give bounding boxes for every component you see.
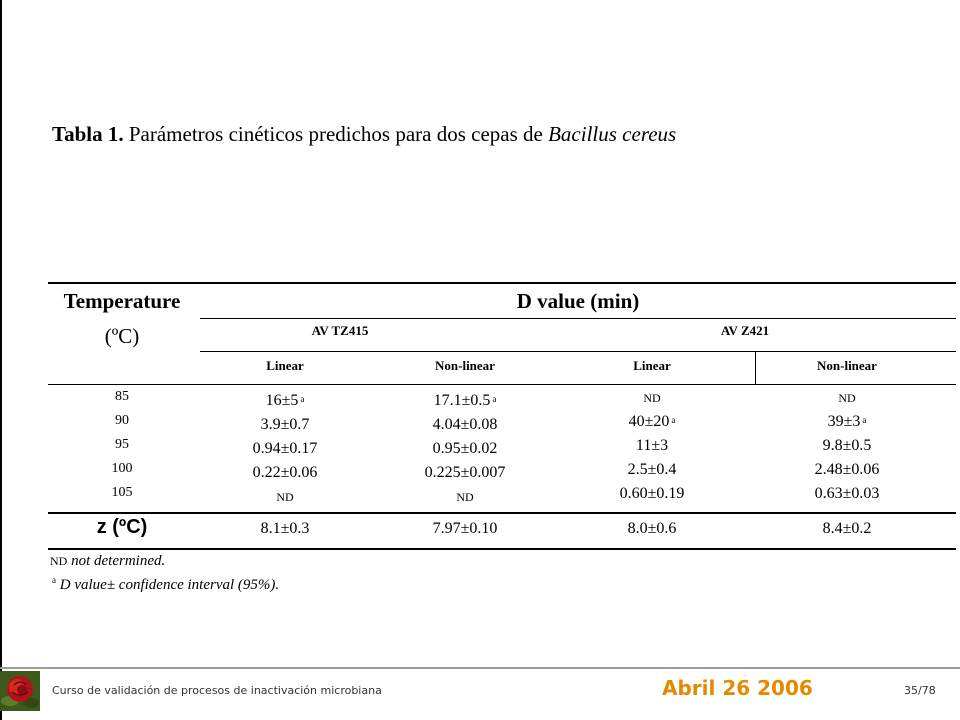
footer-divider — [0, 667, 960, 669]
temperature-header: Temperature — [63, 289, 181, 313]
method-header-rule — [200, 351, 956, 352]
data-cell: 11±3 — [635, 437, 669, 454]
method-header-nonlinear-2: Non-linear — [817, 358, 877, 373]
column-z421-nonlinear: ND 39±3 a 9.8±0.5 2.48±0.06 0.63±0.03 — [758, 389, 936, 509]
footer-date: Abril 26 2006 — [662, 676, 813, 700]
footnote-nd-text: not determined. — [67, 553, 166, 569]
column-z421-linear: ND 40±20 a 11±3 2.5±0.4 0.60±0.19 — [562, 389, 742, 509]
z-value-cell: 8.0±0.6 — [627, 520, 677, 537]
footnote-a-mark: a — [52, 575, 56, 585]
table-caption: Tabla 1. Parámetros cinéticos predichos … — [52, 122, 676, 147]
z-value-cell: 8.4±0.2 — [822, 520, 872, 537]
footnote-nd: ND not determined. — [50, 553, 165, 570]
header-bottom-rule — [48, 384, 956, 385]
z-value-label: z (ºC) — [96, 516, 148, 538]
footnote-a-text: D value± confidence interval (95%). — [56, 577, 280, 593]
data-cell: 0.95±0.02 — [432, 440, 498, 457]
footnote-a: a D value± confidence interval (95%). — [50, 575, 280, 594]
temperature-cell: 90 — [115, 413, 129, 428]
footnote-nd-abbr: ND — [50, 554, 68, 568]
data-cell: ND — [838, 391, 856, 405]
d-value-header: D value (min) — [516, 289, 640, 313]
body-bottom-rule — [48, 512, 956, 514]
strain-header-z421: AV Z421 — [720, 323, 770, 338]
method-header-linear-1: Linear — [266, 358, 304, 373]
z-value-cell: 7.97±0.10 — [432, 520, 498, 537]
caption-label: Tabla 1. — [52, 122, 124, 146]
data-cell: 0.22±0.06 — [252, 464, 318, 481]
method-column-divider — [755, 351, 756, 384]
data-cell: 0.225±0.007 — [424, 464, 506, 481]
temperature-cell: 85 — [115, 389, 129, 404]
data-cell: 9.8±0.5 — [822, 437, 872, 454]
data-cell: 2.48±0.06 — [814, 461, 880, 478]
method-header-linear-2: Linear — [633, 358, 671, 373]
slide-left-border — [0, 0, 2, 720]
column-tz415-nonlinear: 17.1±0.5 a 4.04±0.08 0.95±0.02 0.225±0.00… — [380, 392, 550, 512]
data-cell: 4.04±0.08 — [432, 416, 498, 433]
temperature-cell: 100 — [111, 461, 133, 476]
data-cell: ND — [643, 391, 661, 405]
method-header-nonlinear-1: Non-linear — [435, 358, 495, 373]
footer-course-title: Curso de validación de procesos de inact… — [52, 684, 382, 697]
z-value-cell: 8.1±0.3 — [260, 520, 310, 537]
temperature-column: 85 90 95 100 105 — [48, 389, 196, 509]
table-top-rule — [48, 282, 956, 284]
temperature-cell: 95 — [115, 437, 129, 452]
data-cell: 0.63±0.03 — [814, 485, 880, 502]
table-bottom-rule — [48, 548, 956, 550]
rose-logo-icon — [0, 671, 40, 711]
data-cell: 0.60±0.19 — [619, 485, 685, 502]
data-cell: 17.1±0.5 a — [433, 392, 497, 409]
strain-header-rule — [200, 318, 956, 319]
caption-text: Parámetros cinéticos predichos para dos … — [128, 122, 543, 146]
temperature-cell: 105 — [111, 485, 133, 500]
data-cell: 0.94±0.17 — [252, 440, 318, 457]
column-tz415-linear: 16±5 a 3.9±0.7 0.94±0.17 0.22±0.06 ND — [200, 392, 370, 512]
temperature-unit: (ºC) — [104, 324, 140, 348]
page-number: 35/78 — [904, 684, 936, 697]
data-cell: 16±5 a — [265, 392, 305, 409]
data-cell: 39±3 a — [827, 413, 867, 430]
strain-header-tz415: AV TZ415 — [311, 323, 369, 338]
data-cell: 2.5±0.4 — [627, 461, 677, 478]
caption-species: Bacillus cereus — [548, 122, 677, 146]
data-cell: 3.9±0.7 — [260, 416, 310, 433]
data-cell: ND — [456, 490, 474, 504]
data-cell: ND — [276, 490, 294, 504]
data-cell: 40±20 a — [628, 413, 676, 430]
